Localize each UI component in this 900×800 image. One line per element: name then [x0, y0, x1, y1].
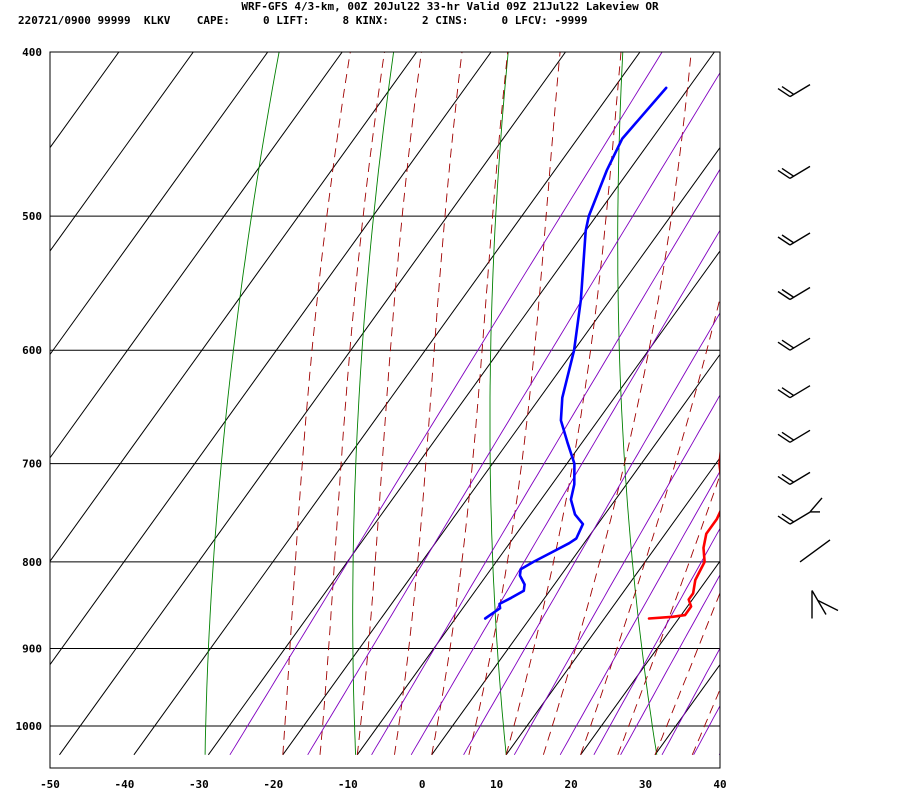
moist-adiabat: [319, 52, 385, 755]
moist-adiabat: [356, 52, 422, 755]
mixing-ratio-line: [620, 574, 720, 756]
mixing-ratio-line: [718, 752, 720, 756]
isotherm-30: [654, 663, 720, 756]
temperature-tick-label: 10: [490, 778, 503, 791]
moist-adiabat: [542, 52, 692, 755]
isotherm--20: [282, 146, 720, 756]
plot-frame: [49, 51, 721, 769]
isotherm--110: [50, 52, 120, 149]
mixing-ratio-line: [693, 704, 720, 756]
wind-barb: [777, 232, 811, 246]
wind-barb: [777, 429, 811, 443]
moist-adiabat: [730, 52, 900, 755]
pressure-tick-label: 500: [22, 210, 42, 223]
dry-adiabat: [204, 52, 280, 755]
wind-barb: [777, 165, 811, 180]
wind-barb: [799, 497, 831, 563]
mixing-ratio-line: [559, 470, 720, 756]
mixing-ratio-line: [371, 168, 720, 756]
moist-adiabat: [431, 52, 509, 755]
pressure-tick-label: 400: [22, 46, 42, 59]
moist-adiabat: [654, 591, 720, 755]
moist-adiabat: [468, 52, 561, 755]
mixing-ratio-line: [593, 527, 720, 756]
moist-adiabat: [580, 296, 720, 755]
temperature-tick-label: 40: [713, 778, 726, 791]
isotherm--90: [50, 52, 269, 356]
dry-adiabat: [852, 52, 900, 755]
dewpoint-trace: [483, 86, 668, 620]
pressure-tick-label: 700: [22, 458, 42, 471]
temperature-tick-label: -40: [115, 778, 135, 791]
sounding-traces: [483, 86, 720, 620]
mixing-ratio-line: [307, 71, 720, 756]
isotherm--30: [207, 52, 715, 756]
isotherm--60: [50, 52, 492, 666]
pressure-tick-label: 900: [22, 642, 42, 655]
isotherm--50: [59, 52, 566, 756]
isotherm-0: [431, 353, 720, 756]
pressure-tick-label: 1000: [16, 720, 43, 733]
isotherm--80: [50, 52, 343, 459]
temperature-tick-label: 30: [639, 778, 652, 791]
temperature-tick-label: -50: [40, 778, 60, 791]
moist-adiabat: [617, 473, 720, 755]
pressure-tick-label: 800: [22, 556, 42, 569]
wind-barb: [777, 83, 811, 98]
moist-adiabat: [282, 52, 351, 755]
dry-adiabat: [352, 52, 395, 755]
isotherm--40: [133, 52, 641, 756]
dry-adiabat: [737, 52, 807, 755]
wind-barb: [777, 286, 811, 301]
isotherm-10: [505, 456, 720, 756]
wind-barb: [777, 337, 811, 351]
pressure-tick-label: 600: [22, 344, 42, 357]
temperature-trace: [647, 446, 720, 620]
isotherm--10: [356, 250, 720, 756]
mixing-ratio-line: [229, 52, 663, 756]
temperature-tick-label: -10: [338, 778, 358, 791]
wind-barb: [777, 385, 811, 399]
wind-barb: [777, 511, 811, 525]
moist-adiabat: [691, 688, 720, 755]
mixing-ratio-line: [513, 394, 720, 756]
background-grid: [50, 52, 900, 756]
wind-barb: [777, 471, 811, 486]
mixing-ratio-line: [661, 647, 720, 756]
dry-adiabat: [489, 52, 509, 755]
moist-adiabat: [505, 52, 622, 755]
dry-adiabat: [617, 52, 658, 755]
mixing-ratio-line: [463, 312, 720, 756]
sounding-indices: 220721/0900 99999 KLKV CAPE: 0 LIFT: 8 K…: [18, 14, 588, 27]
isotherm--70: [50, 52, 418, 563]
axis-labels: 400 500 600 700 800 900 1000 -50 -40 -30 -20 -10 0 10…: [16, 46, 727, 791]
wind-barb-column: [777, 83, 839, 619]
temperature-tick-label: 20: [564, 778, 577, 791]
isotherm-20: [580, 560, 720, 756]
temperature-tick-label: 0: [419, 778, 426, 791]
isotherm--100: [50, 52, 194, 252]
wind-barb: [811, 590, 839, 619]
isotherm-40: [729, 52, 900, 755]
chart-title: WRF-GFS 4/3-km, 00Z 20Jul22 33-hr Valid …: [241, 0, 659, 13]
moist-adiabat: [394, 52, 463, 755]
temperature-tick-label: -20: [263, 778, 283, 791]
temperature-tick-label: -30: [189, 778, 209, 791]
mixing-ratio-line: [410, 229, 720, 756]
